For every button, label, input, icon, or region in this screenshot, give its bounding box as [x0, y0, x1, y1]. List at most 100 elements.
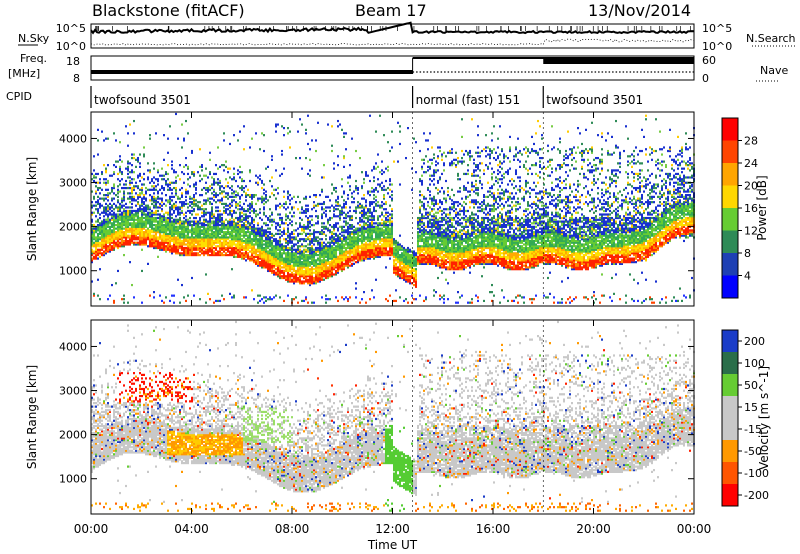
data-cell — [95, 231, 97, 234]
data-cell — [139, 243, 141, 246]
data-cell — [183, 238, 185, 241]
data-cell — [111, 245, 113, 248]
data-cell — [101, 236, 103, 239]
data-cell — [253, 252, 255, 255]
data-cell — [283, 245, 285, 248]
data-cell — [313, 243, 315, 246]
data-cell — [229, 167, 231, 170]
data-cell — [223, 225, 225, 228]
data-cell — [289, 202, 291, 206]
data-cell — [141, 201, 143, 204]
data-cell — [203, 246, 205, 250]
data-cell — [127, 215, 129, 218]
data-cell — [279, 223, 281, 227]
data-cell — [295, 236, 297, 239]
data-cell — [243, 227, 245, 230]
data-cell — [259, 248, 261, 251]
data-cell — [147, 238, 149, 241]
data-cell — [219, 188, 221, 191]
data-cell — [229, 186, 231, 190]
data-cell — [349, 174, 351, 177]
data-cell — [149, 220, 151, 223]
data-cell — [361, 298, 363, 301]
data-cell — [117, 231, 119, 234]
data-cell — [217, 225, 219, 228]
data-cell — [271, 192, 273, 195]
data-cell — [199, 222, 201, 225]
data-cell — [237, 234, 239, 237]
data-cell — [117, 209, 119, 213]
data-cell — [145, 199, 147, 202]
data-cell — [187, 172, 189, 176]
data-cell — [119, 231, 121, 234]
data-cell — [161, 174, 163, 177]
data-cell — [107, 216, 109, 220]
data-cell — [207, 243, 209, 246]
data-cell — [233, 234, 235, 237]
data-cell — [177, 195, 179, 198]
data-cell — [143, 232, 145, 236]
data-cell — [195, 236, 197, 239]
data-cell — [121, 215, 123, 218]
data-cell — [223, 202, 225, 206]
data-cell — [241, 178, 243, 181]
data-cell — [211, 225, 213, 228]
data-cell — [257, 199, 259, 202]
data-cell — [175, 236, 177, 239]
data-cell — [215, 194, 217, 197]
data-cell — [211, 248, 213, 251]
data-cell — [195, 181, 197, 184]
data-cell — [389, 178, 391, 181]
data-cell — [107, 298, 109, 301]
data-cell — [231, 238, 233, 241]
data-cell — [229, 252, 231, 255]
data-cell — [243, 232, 245, 236]
data-cell — [209, 197, 211, 200]
data-cell — [279, 206, 281, 209]
data-cell — [237, 248, 239, 251]
data-cell — [245, 253, 247, 257]
data-cell — [193, 229, 195, 232]
data-cell — [115, 245, 117, 248]
data-cell — [105, 229, 107, 232]
data-cell — [239, 197, 241, 200]
data-cell — [245, 241, 247, 244]
data-cell — [157, 213, 159, 216]
data-cell — [195, 202, 197, 206]
data-cell — [177, 227, 179, 230]
data-cell — [147, 204, 149, 207]
data-cell — [171, 192, 173, 195]
data-cell — [281, 243, 283, 246]
data-cell — [325, 243, 327, 246]
data-cell — [263, 246, 265, 250]
data-cell — [379, 215, 381, 218]
data-cell — [167, 225, 169, 228]
data-cell — [133, 227, 135, 230]
data-cell — [231, 209, 233, 213]
data-cell — [211, 176, 213, 179]
data-cell — [153, 218, 155, 221]
data-cell — [171, 167, 173, 170]
data-cell — [91, 248, 93, 251]
data-cell — [259, 234, 261, 237]
data-cell — [101, 238, 103, 241]
data-cell — [341, 185, 343, 188]
data-cell — [105, 246, 107, 250]
data-cell — [195, 231, 197, 234]
data-cell — [157, 227, 159, 230]
data-cell — [107, 199, 109, 202]
data-cell — [277, 262, 279, 265]
data-cell — [171, 231, 173, 234]
data-cell — [115, 238, 117, 241]
data-cell — [229, 218, 231, 221]
data-cell — [175, 252, 177, 255]
data-cell — [221, 231, 223, 234]
data-cell — [173, 225, 175, 228]
data-cell — [255, 253, 257, 257]
data-cell — [307, 232, 309, 236]
data-cell — [381, 181, 383, 184]
data-cell — [137, 223, 139, 227]
data-cell — [125, 220, 127, 223]
data-cell — [93, 245, 95, 248]
data-cell — [181, 246, 183, 250]
